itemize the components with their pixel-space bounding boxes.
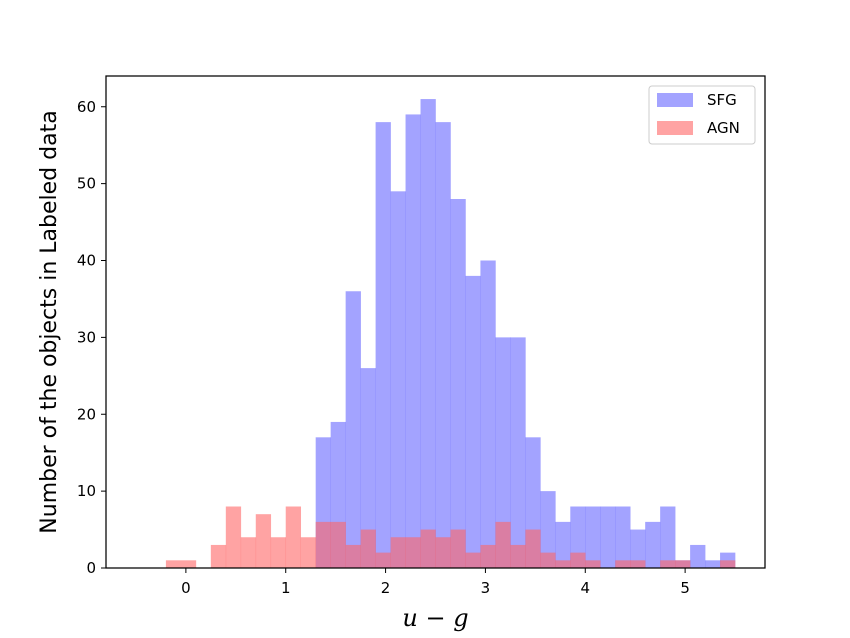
y-tick-label: 20 — [77, 405, 96, 423]
bar-sfg — [375, 122, 391, 568]
bar-agn — [330, 521, 346, 568]
bar-agn — [225, 506, 242, 568]
bar-agn — [345, 544, 361, 568]
bar-agn — [165, 560, 197, 568]
bar-sfg — [420, 99, 436, 568]
bar-agn — [360, 529, 376, 568]
bar-agn — [495, 521, 511, 568]
y-axis-ticks: 0 10 20 30 40 50 60 — [77, 98, 106, 577]
bar-agn — [420, 529, 436, 568]
legend-label-sfg: SFG — [707, 91, 737, 109]
bar-sfg — [705, 560, 721, 568]
x-tick-label: 3 — [481, 579, 491, 597]
bar-sfg — [585, 506, 601, 568]
bar-sfg — [630, 529, 646, 568]
bar-sfg — [480, 260, 496, 568]
legend-swatch-agn — [657, 121, 693, 135]
bar-agn — [465, 552, 481, 568]
bar-agn — [675, 560, 691, 568]
bar-agn — [375, 552, 391, 568]
bar-agn — [300, 537, 316, 568]
bar-sfg — [450, 199, 466, 568]
y-axis-label: Number of the objects in Labeled data — [37, 110, 62, 533]
bar-sfg — [660, 506, 676, 568]
bar-sfg — [615, 506, 631, 568]
bar-agn — [285, 506, 302, 568]
bar-sfg — [645, 521, 661, 568]
bar-sfg — [555, 521, 571, 568]
bar-sfg — [600, 506, 616, 568]
bar-agn — [585, 560, 601, 568]
bar-agn — [480, 544, 496, 568]
bar-sfg — [495, 337, 511, 568]
bar-sfg — [405, 114, 421, 568]
legend: SFG AGN — [648, 85, 756, 145]
bar-agn — [390, 537, 406, 568]
y-tick-label: 0 — [86, 559, 96, 577]
bar-sfg — [360, 368, 376, 568]
bar-agn — [315, 521, 331, 568]
x-tick-label: 4 — [580, 579, 590, 597]
x-tick-label: 2 — [381, 579, 391, 597]
y-tick-label: 30 — [77, 328, 96, 346]
bar-sfg — [510, 337, 526, 568]
x-axis-label: u − g — [402, 604, 468, 632]
y-tick-label: 60 — [77, 98, 96, 116]
bar-sfg — [540, 491, 556, 568]
y-tick-label: 10 — [77, 482, 96, 500]
bar-agn — [240, 537, 257, 568]
bar-agn — [255, 514, 272, 568]
legend-swatch-sfg — [657, 93, 693, 107]
legend-label-agn: AGN — [707, 119, 740, 137]
bar-sfg — [465, 275, 481, 568]
bar-sfg — [690, 544, 706, 568]
bar-agn — [720, 560, 736, 568]
bar-sfg — [345, 291, 361, 568]
bar-agn — [435, 537, 451, 568]
x-tick-label: 5 — [680, 579, 690, 597]
bar-agn — [630, 560, 646, 568]
bar-agn — [570, 552, 586, 568]
bars-layer — [165, 99, 736, 568]
x-tick-label: 1 — [281, 579, 291, 597]
bar-agn — [210, 544, 227, 568]
bar-agn — [615, 560, 631, 568]
x-tick-label: 0 — [181, 579, 191, 597]
y-tick-label: 50 — [77, 175, 96, 193]
y-tick-label: 40 — [77, 252, 96, 270]
bar-agn — [405, 537, 421, 568]
bar-agn — [510, 544, 526, 568]
bar-agn — [450, 529, 466, 568]
bar-agn — [270, 537, 287, 568]
bar-agn — [540, 552, 556, 568]
x-axis-ticks: 0 1 2 3 4 5 — [181, 568, 690, 597]
bar-agn — [525, 529, 541, 568]
bar-sfg — [390, 191, 406, 568]
bar-agn — [555, 560, 571, 568]
bar-sfg — [435, 122, 451, 568]
plot-frame — [105, 75, 766, 569]
bar-agn — [660, 560, 676, 568]
